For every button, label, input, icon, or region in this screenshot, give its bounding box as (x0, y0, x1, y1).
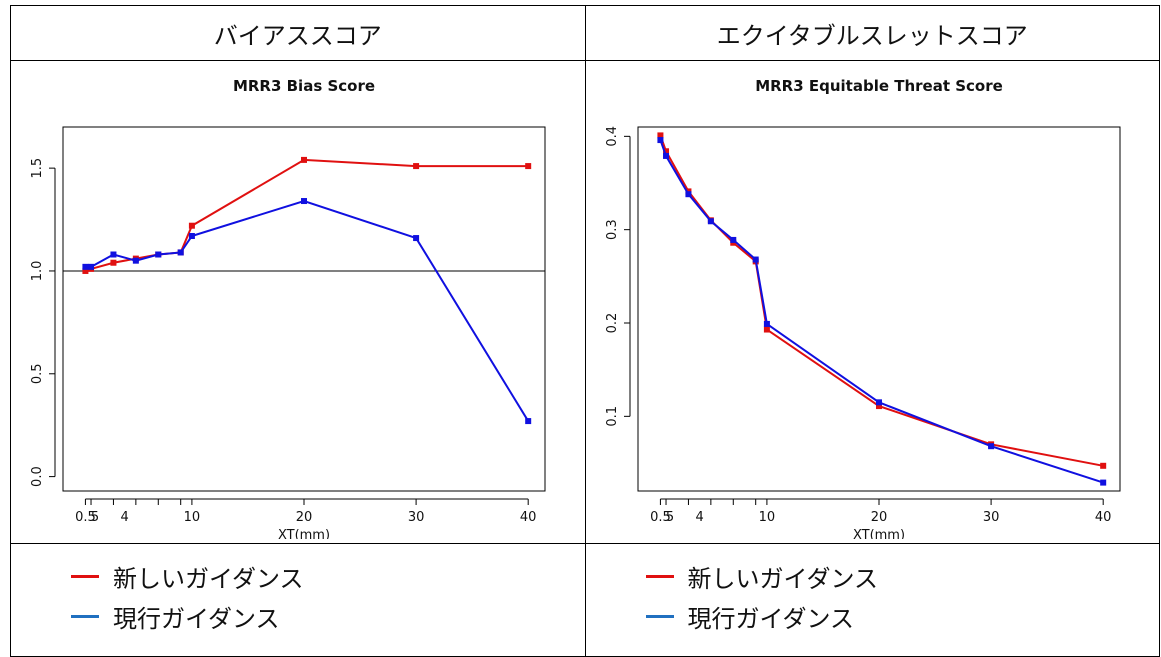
x-tick-label: 4 (695, 510, 703, 525)
data-point (656, 132, 663, 139)
legend-swatch-current (645, 614, 674, 618)
x-axis-label: XT(mm) (852, 528, 904, 539)
data-point (875, 403, 882, 410)
x-tick-label: 5 (665, 510, 673, 525)
data-point (132, 257, 139, 264)
layout-table: バイアススコア エクイタブルスレットスコア MRR3 Bias Score 0.5… (10, 5, 1160, 657)
legend-item-current: 現行ガイダンス (645, 596, 1160, 636)
data-point (525, 418, 532, 425)
data-point (763, 326, 770, 333)
left-header-cell: バイアススコア (10, 5, 586, 61)
plot-frame (637, 126, 1120, 492)
legend-item-new: 新しいガイダンス (645, 556, 1160, 596)
data-point (987, 443, 994, 450)
y-tick-label: 0.5 (30, 363, 45, 384)
legend-label-new: 新しいガイダンス (687, 564, 879, 593)
data-point (875, 399, 882, 406)
chart-title: MRR3 Equitable Threat Score (755, 77, 1003, 95)
data-point (752, 256, 759, 263)
x-tick-label: 20 (296, 510, 313, 525)
data-point (413, 235, 420, 242)
ets-chart: MRR3 Equitable Threat Score 0.5 4 10 20 30 40 5… (605, 77, 1120, 543)
data-point (662, 148, 669, 155)
data-point (82, 267, 89, 274)
data-point (729, 236, 736, 243)
series-line (658, 135, 1103, 467)
right-header-cell: エクイタブルスレットスコア (584, 5, 1160, 61)
legend-swatch-new (645, 574, 674, 578)
y-tick-label: 1.5 (30, 158, 45, 179)
data-point (707, 218, 714, 225)
chart-title: MRR3 Bias Score (233, 77, 375, 95)
legend-item-current: 現行ガイダンス (71, 596, 585, 636)
series-line (85, 158, 529, 272)
ets-header: エクイタブルスレットスコア (716, 21, 1028, 50)
x-tick-label: 0.5 (650, 510, 671, 525)
data-point (525, 163, 532, 170)
data-point (413, 163, 420, 170)
legend-label-new: 新しいガイダンス (113, 564, 304, 593)
data-point (82, 263, 89, 270)
x-tick-label: 10 (758, 510, 775, 525)
data-point (656, 137, 663, 144)
legend-label-current: 現行ガイダンス (113, 604, 280, 633)
y-tick-label: 0.4 (605, 126, 620, 147)
x-tick-label: 40 (520, 510, 537, 525)
data-point (684, 191, 691, 198)
x-tick-label: 20 (870, 510, 887, 525)
y-tick-label: 0.1 (605, 406, 620, 427)
x-tick-label: 5 (91, 510, 99, 525)
y-tick-label: 1.0 (30, 261, 45, 282)
series-line (85, 199, 530, 422)
series-line (658, 139, 1103, 484)
legend-label-current: 現行ガイダンス (687, 604, 855, 633)
x-tick-label: 0.5 (75, 510, 96, 525)
y-tick-label: 0.3 (605, 219, 620, 240)
legend-swatch-current (71, 614, 99, 618)
data-point (155, 251, 162, 258)
plot-frame (62, 126, 546, 492)
right-legend-cell: 新しいガイダンス 現行ガイダンス (584, 543, 1160, 657)
bias-score-header: バイアススコア (213, 21, 382, 50)
data-point (177, 249, 184, 256)
data-point (188, 232, 195, 239)
y-tick-label: 0.0 (30, 466, 45, 487)
data-point (301, 156, 307, 163)
right-plot-cell: MRR3 Equitable Threat Score 0.5 4 10 20 30 40 5… (584, 60, 1160, 544)
data-point (763, 320, 770, 327)
data-point (662, 152, 669, 159)
right-legend: 新しいガイダンス 現行ガイダンス (586, 544, 1160, 636)
left-plot-cell: MRR3 Bias Score 0.5 4 10 20 30 40 5 XT(mm) 0.0 0.5… (10, 60, 586, 544)
data-point (110, 251, 117, 258)
x-tick-label: 4 (121, 510, 129, 525)
left-legend: 新しいガイダンス 現行ガイダンス (11, 544, 585, 636)
data-point (188, 222, 195, 229)
legend-item-new: 新しいガイダンス (71, 556, 585, 596)
x-axis-label: XT(mm) (278, 528, 330, 539)
x-tick-label: 30 (982, 510, 999, 525)
left-legend-cell: 新しいガイダンス 現行ガイダンス (10, 543, 586, 657)
y-tick-label: 0.2 (605, 313, 620, 334)
x-tick-label: 40 (1094, 510, 1111, 525)
bias-score-chart: MRR3 Bias Score 0.5 4 10 20 30 40 5 XT(mm) 0.0 0.5… (30, 77, 546, 543)
data-point (301, 198, 307, 205)
data-point (1099, 462, 1106, 469)
data-point (88, 263, 95, 270)
legend-swatch-new (71, 574, 99, 578)
x-tick-label: 30 (408, 510, 425, 525)
x-tick-label: 10 (184, 510, 201, 525)
data-point (110, 259, 117, 266)
data-point (1099, 479, 1106, 486)
